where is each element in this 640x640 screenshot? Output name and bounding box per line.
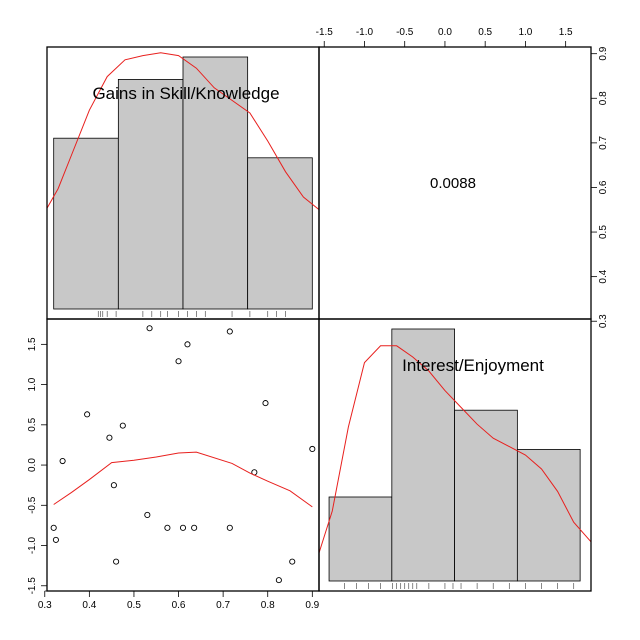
scatter-point — [184, 341, 191, 348]
tick-label-right: 0.5 — [598, 225, 609, 239]
tick-label-bottom: 0.9 — [305, 600, 319, 611]
lowess-line — [53, 451, 313, 508]
tick-label-bottom: 0.7 — [216, 600, 230, 611]
scatter-point — [309, 445, 316, 453]
variable-label-gains: Gains in Skill/Knowledge — [92, 84, 279, 103]
scatter-point — [110, 482, 117, 489]
tick-label-bottom: 0.8 — [261, 600, 275, 611]
scatter-point — [119, 422, 126, 429]
tick-label-right: 0.3 — [598, 314, 609, 328]
density-curve-gains — [46, 52, 320, 210]
tick-label-top: 0.5 — [478, 27, 492, 38]
tick-label-right: 0.8 — [598, 91, 609, 105]
hist-bar-gains — [247, 157, 313, 310]
scatter-point — [146, 325, 153, 332]
panel-frame — [46, 318, 320, 592]
scatter-point — [289, 558, 296, 565]
tick-label-left: -0.5 — [27, 496, 38, 514]
scatter-point — [262, 400, 269, 407]
tick-label-bottom: 0.4 — [82, 600, 96, 611]
hist-bar-interest — [328, 496, 393, 582]
tick-label-right: 0.6 — [598, 180, 609, 194]
tick-label-bottom: 0.5 — [127, 600, 141, 611]
hist-bar-interest — [454, 409, 518, 582]
scatter-point — [179, 524, 187, 531]
scatter-point — [106, 434, 113, 441]
hist-bar-gains — [117, 79, 184, 310]
scatter-point — [50, 524, 57, 531]
scatter-point — [191, 524, 198, 531]
tick-label-left: 1.0 — [27, 377, 38, 391]
hist-bar-interest — [516, 448, 581, 582]
tick-label-bottom: 0.6 — [172, 600, 186, 611]
tick-label-top: -1.5 — [316, 27, 334, 38]
density-curve-interest — [318, 345, 592, 554]
histogram-panel-gains: Gains in Skill/Knowledge — [46, 52, 320, 317]
scatter-point — [175, 358, 182, 365]
scatter-point — [84, 411, 91, 418]
scatter-point — [113, 558, 120, 565]
tick-label-right: 0.4 — [598, 269, 609, 283]
scatter-point — [164, 524, 171, 531]
histogram-panel-interest: Interest/Enjoyment — [318, 328, 592, 589]
scatter-point — [275, 577, 282, 584]
variable-label-interest: Interest/Enjoyment — [402, 356, 544, 375]
scatter-point — [59, 457, 66, 465]
tick-label-bottom: 0.3 — [38, 600, 52, 611]
tick-label-right: 0.7 — [598, 135, 609, 149]
scatter-point — [226, 524, 233, 531]
tick-label-left: 0.5 — [27, 417, 38, 431]
tick-label-left: 0.0 — [27, 458, 38, 472]
tick-label-right: 0.9 — [598, 46, 609, 60]
tick-label-top: 1.0 — [518, 27, 532, 38]
tick-label-top: 1.5 — [559, 27, 573, 38]
scatter-point — [144, 511, 151, 519]
tick-label-top: -1.0 — [356, 27, 374, 38]
scatter-point — [52, 536, 59, 543]
scatter-point — [226, 328, 233, 335]
tick-label-left: -1.5 — [27, 577, 38, 595]
panel-frames — [46, 46, 592, 592]
tick-label-top: 0.0 — [438, 27, 452, 38]
scatterplot-panel — [50, 325, 316, 584]
tick-label-top: -0.5 — [396, 27, 414, 38]
correlation-panel: 0.0088 — [430, 175, 476, 192]
hist-bar-interest — [391, 328, 455, 582]
hist-bar-gains — [182, 56, 249, 310]
tick-label-left: -1.0 — [27, 536, 38, 554]
hist-bar-gains — [53, 137, 119, 310]
correlation-value: 0.0088 — [430, 175, 476, 192]
tick-label-left: 1.5 — [27, 337, 38, 351]
panel-frame — [318, 318, 592, 592]
